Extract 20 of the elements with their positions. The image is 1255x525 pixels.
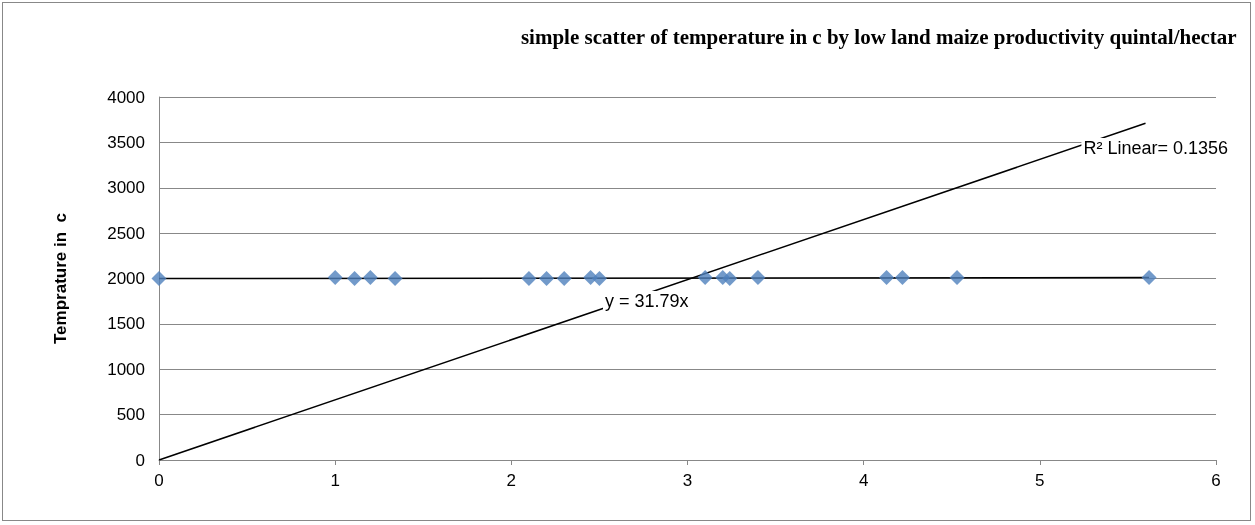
y-tick-label: 0	[135, 450, 145, 470]
y-tick-label: 1000	[107, 359, 145, 379]
x-tick-label: 3	[682, 471, 693, 490]
y-tick-label: 500	[116, 405, 145, 425]
y-tick-label: 4000	[107, 87, 145, 107]
x-tick-label: 0	[154, 471, 164, 490]
y-tick-label: 1500	[107, 314, 145, 334]
x-tick-label: 5	[1035, 471, 1045, 490]
y-tick-label: 2500	[107, 223, 145, 243]
x-tick-label: 6	[1211, 471, 1221, 490]
y-axis-title: Temprature in c	[51, 213, 70, 344]
y-tick-label: 3000	[107, 178, 145, 198]
x-tick-label: 4	[858, 471, 869, 490]
y-tick-label: 2000	[107, 269, 145, 288]
x-tick-label: 1	[330, 471, 340, 490]
chart-title: simple scatter of temperature in c by low land maize productivity quintal/hectar	[520, 24, 1237, 49]
annotation: y = 31.79x	[605, 291, 689, 311]
y-tick-label: 3500	[107, 132, 145, 152]
annotation: R² Linear= 0.1356	[1083, 138, 1229, 158]
x-tick-label: 2	[506, 471, 517, 490]
